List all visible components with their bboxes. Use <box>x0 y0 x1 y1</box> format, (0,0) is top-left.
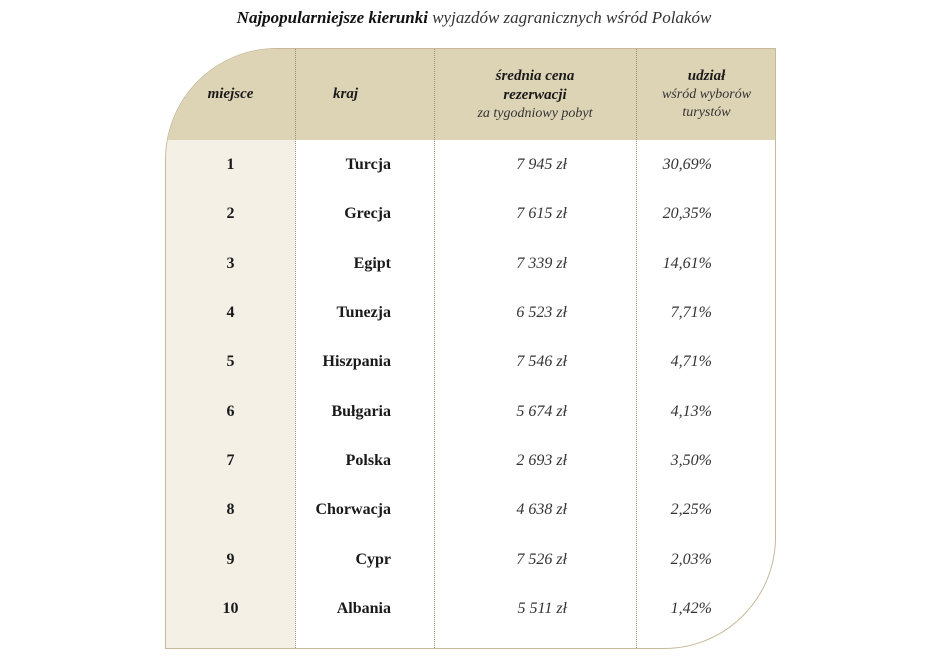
price-cell: 5 674 zł <box>516 403 567 420</box>
country-cell: Egipt <box>353 255 391 272</box>
country-cell: Hiszpania <box>322 353 391 370</box>
price-cell: 4 638 zł <box>516 501 567 518</box>
share-cell: 4,13% <box>670 403 712 420</box>
header-share-label: udział <box>687 68 726 84</box>
country-cell: Turcja <box>345 156 391 173</box>
table-row: 10 Albania 5 511 zł 1,42% <box>166 584 775 633</box>
title-strong: Najpopularniejsze kierunki <box>236 8 428 27</box>
price-cell: 5 511 zł <box>517 600 567 617</box>
header-country-label: kraj <box>333 86 359 102</box>
header-share-sub1: wśród wyborów <box>661 87 752 102</box>
rank-cell: 4 <box>226 304 235 321</box>
rank-cell: 7 <box>226 452 235 469</box>
share-cell: 3,50% <box>670 452 712 469</box>
table-row: 7 Polska 2 693 zł 3,50% <box>166 436 775 485</box>
rank-cell: 10 <box>222 600 239 617</box>
rank-cell: 1 <box>226 156 235 173</box>
price-cell: 7 339 zł <box>516 255 567 272</box>
header-price-line2: rezerwacji <box>503 86 567 103</box>
rank-column-shade <box>166 49 295 648</box>
rank-cell: 6 <box>226 403 235 420</box>
table-row: 3 Egipt 7 339 zł 14,61% <box>166 239 775 288</box>
share-cell: 2,03% <box>670 551 712 568</box>
table-frame: miejsce kraj średnia cena rezerwacji za … <box>165 48 776 649</box>
rank-cell: 3 <box>226 255 235 272</box>
country-cell: Polska <box>345 452 391 469</box>
header-price-line1: średnia cena <box>495 67 575 84</box>
table-row: 9 Cypr 7 526 zł 2,03% <box>166 535 775 584</box>
price-cell: 7 526 zł <box>516 551 567 568</box>
rank-cell: 8 <box>226 501 235 518</box>
column-divider <box>636 49 637 648</box>
column-divider <box>295 49 296 648</box>
header-share-sub2: turystów <box>682 105 731 120</box>
header-price-sub: za tygodniowy pobyt <box>477 105 593 121</box>
rank-cell: 2 <box>226 205 235 222</box>
table-title: Najpopularniejsze kierunki wyjazdów zagr… <box>0 8 948 28</box>
price-cell: 7 615 zł <box>516 205 567 222</box>
price-cell: 6 523 zł <box>516 304 567 321</box>
share-cell: 7,71% <box>670 304 712 321</box>
header-rank-label: miejsce <box>207 86 254 102</box>
header-band <box>166 49 775 140</box>
table-row: 2 Grecja 7 615 zł 20,35% <box>166 189 775 238</box>
country-cell: Grecja <box>344 205 391 222</box>
table-row: 8 Chorwacja 4 638 zł 2,25% <box>166 485 775 534</box>
country-cell: Cypr <box>355 551 391 568</box>
header-share: udział wśród wyborów turystów <box>636 49 775 140</box>
rank-cell: 5 <box>226 353 235 370</box>
column-divider <box>434 49 435 648</box>
share-cell: 4,71% <box>670 353 712 370</box>
price-cell: 2 693 zł <box>516 452 567 469</box>
share-cell: 1,42% <box>670 600 712 617</box>
share-cell: 14,61% <box>662 255 712 272</box>
header-price: średnia cena rezerwacji za tygodniowy po… <box>434 49 636 140</box>
rank-cell: 9 <box>226 551 235 568</box>
country-cell: Albania <box>336 600 391 617</box>
share-cell: 20,35% <box>662 205 712 222</box>
table-row: 6 Bułgaria 5 674 zł 4,13% <box>166 387 775 436</box>
share-cell: 30,69% <box>662 156 712 173</box>
title-rest: wyjazdów zagranicznych wśród Polaków <box>427 8 712 27</box>
header-rank: miejsce <box>166 49 295 140</box>
table-row: 4 Tunezja 6 523 zł 7,71% <box>166 288 775 337</box>
price-cell: 7 945 zł <box>516 156 567 173</box>
table-row: 1 Turcja 7 945 zł 30,69% <box>166 140 775 189</box>
header-country: kraj <box>295 49 434 140</box>
share-cell: 2,25% <box>670 501 712 518</box>
country-cell: Bułgaria <box>331 403 391 420</box>
country-cell: Chorwacja <box>315 501 391 518</box>
country-cell: Tunezja <box>336 304 391 321</box>
price-cell: 7 546 zł <box>516 353 567 370</box>
table-row: 5 Hiszpania 7 546 zł 4,71% <box>166 337 775 386</box>
